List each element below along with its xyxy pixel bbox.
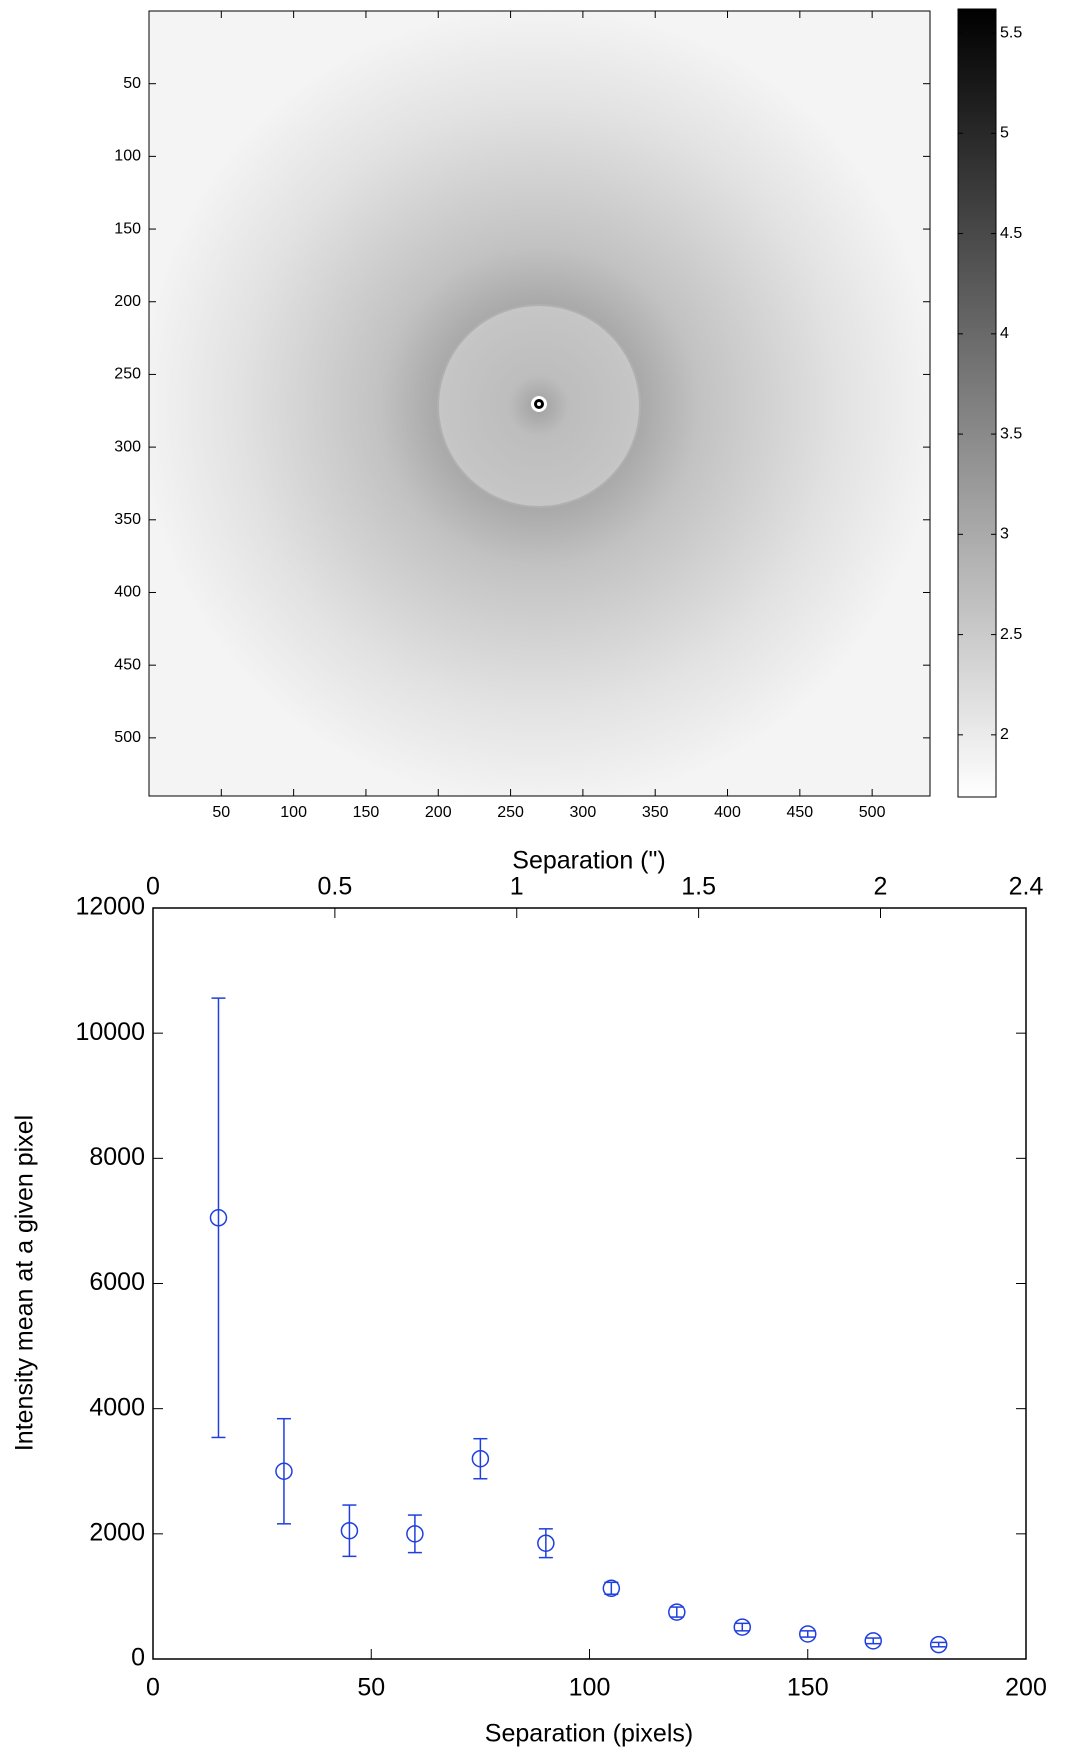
error-bar <box>604 1581 619 1595</box>
x-tick-label: 150 <box>787 1674 829 1702</box>
colorbar-tick-label: 2 <box>1000 726 1009 743</box>
x-tick-label: 400 <box>714 804 741 821</box>
y-tick-label: 12000 <box>75 893 145 921</box>
y-tick-label: 500 <box>114 729 141 746</box>
colorbar-tick-label: 4 <box>1000 325 1009 342</box>
x2-tick-label: 1.5 <box>681 873 716 901</box>
x-tick-label: 250 <box>497 804 524 821</box>
error-bar <box>669 1606 684 1618</box>
data-point <box>602 1579 621 1598</box>
x-tick-label: 50 <box>212 804 230 821</box>
y-tick-label: 2000 <box>89 1518 145 1546</box>
y-tick-label: 250 <box>114 366 141 383</box>
colorbar <box>957 8 997 798</box>
x-tick-label: 300 <box>570 804 597 821</box>
error-bar <box>211 997 226 1439</box>
error-bar <box>866 1637 881 1645</box>
x2-tick-label: 2 <box>874 873 888 901</box>
colorbar-tick-label: 2.5 <box>1000 626 1022 643</box>
y-tick-label: 4000 <box>89 1393 145 1421</box>
data-point <box>209 1209 228 1227</box>
x-tick-label: 200 <box>425 804 452 821</box>
y-tick-label: 350 <box>114 511 141 528</box>
error-bar <box>735 1622 750 1632</box>
error-bar <box>276 1417 291 1525</box>
plot-frame <box>152 907 1027 1660</box>
y-tick-label: 0 <box>131 1644 145 1672</box>
y-tick-label: 100 <box>114 148 141 165</box>
error-bar <box>407 1514 422 1554</box>
x-axis-label: Separation (pixels) <box>485 1720 693 1748</box>
y-tick-label: 400 <box>114 584 141 601</box>
data-point <box>406 1525 424 1543</box>
x-tick-label: 450 <box>786 804 813 821</box>
data-point <box>471 1449 490 1468</box>
data-point <box>668 1603 686 1621</box>
y-tick-label: 150 <box>114 220 141 237</box>
colorbar-tick-label: 4.5 <box>1000 225 1022 242</box>
y-tick-label: 50 <box>123 75 141 92</box>
error-bar <box>538 1528 553 1559</box>
data-point <box>929 1635 948 1654</box>
data-point <box>537 1534 555 1552</box>
x2-tick-label: 0.5 <box>317 873 352 901</box>
data-point <box>733 1618 752 1636</box>
y-axis-label: Intensity mean at a given pixel <box>11 1115 39 1451</box>
data-point <box>864 1632 882 1650</box>
image-frame <box>148 10 931 797</box>
y-tick-label: 8000 <box>89 1143 145 1171</box>
data-point <box>799 1625 817 1643</box>
x-tick-label: 100 <box>280 804 307 821</box>
y-tick-label: 450 <box>114 656 141 673</box>
colorbar-tick-label: 3.5 <box>1000 425 1022 442</box>
colorbar-tick-label: 5 <box>1000 125 1009 142</box>
y-tick-label: 300 <box>114 438 141 455</box>
x2-tick-label: 1 <box>510 873 524 901</box>
x-tick-label: 150 <box>353 804 380 821</box>
x-tick-label: 50 <box>357 1674 385 1702</box>
y-tick-label: 6000 <box>89 1268 145 1296</box>
y-tick-label: 200 <box>114 293 141 310</box>
data-point <box>275 1462 293 1480</box>
error-bar <box>473 1437 488 1480</box>
x-tick-label: 350 <box>642 804 669 821</box>
x2-tick-label: 2.4 <box>1009 873 1044 901</box>
error-bar <box>931 1641 946 1648</box>
error-bar <box>800 1630 815 1638</box>
x-tick-label: 500 <box>859 804 886 821</box>
data-point <box>340 1521 359 1540</box>
x2-tick-label: 0 <box>146 873 160 901</box>
x2-axis-label: Separation (") <box>512 847 665 875</box>
y-tick-label: 10000 <box>75 1018 145 1046</box>
heatmap-image <box>149 11 930 796</box>
error-bar <box>342 1504 357 1558</box>
colorbar-tick-label: 5.5 <box>1000 24 1022 41</box>
colorbar-tick-label: 3 <box>1000 526 1009 543</box>
x-tick-label: 100 <box>569 1674 611 1702</box>
x-tick-label: 200 <box>1005 1674 1047 1702</box>
x-tick-label: 0 <box>146 1674 160 1702</box>
